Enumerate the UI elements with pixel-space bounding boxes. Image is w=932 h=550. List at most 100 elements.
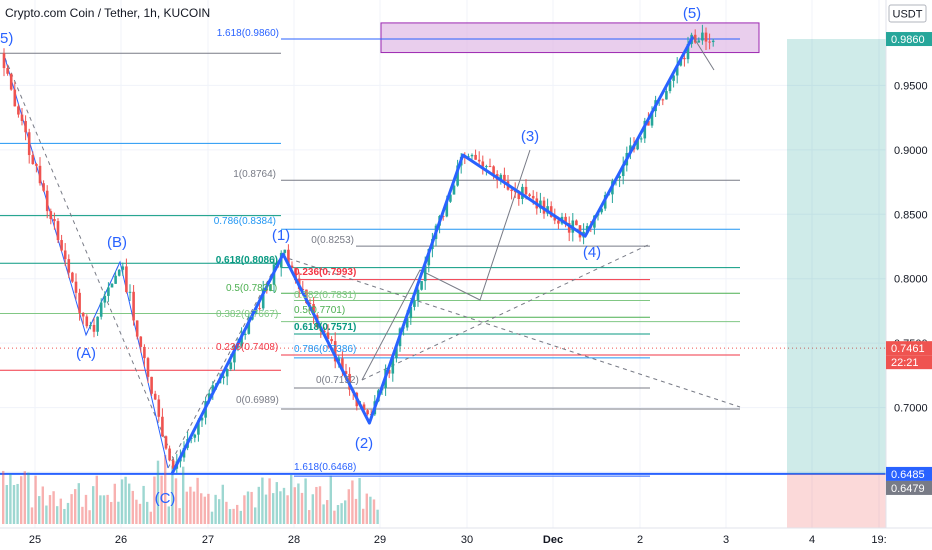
dashed-trend-line[interactable] [4,57,179,471]
currency-badge[interactable] [888,4,927,23]
volume-bar [185,491,188,524]
volume-bar [27,472,30,524]
candle-body [391,358,395,374]
fib-label: 0.382(0.7667) [216,309,278,320]
price-badge-label: 0.6485 [891,469,925,481]
candle-body [704,32,708,42]
fib-label: 0.618(0.8086) [216,255,278,266]
wave-label[interactable]: (C) [155,490,176,507]
wave-label[interactable]: (1) [272,227,290,244]
candle-body [225,369,229,377]
candle-body [290,265,294,268]
price-axis[interactable]: USDT 0.95000.90000.85000.80000.75000.700… [885,0,932,528]
volume-bar [106,494,109,524]
price-badge[interactable] [886,466,932,481]
candle-body [564,216,567,224]
candle-body [686,43,690,60]
volume-bar [16,483,19,524]
candle-body [697,40,701,43]
wave-label[interactable]: (B) [107,234,127,251]
volume-bar [318,486,322,524]
candle-body [92,324,96,332]
candle-body [6,68,9,74]
candle-body [53,219,56,222]
volume-bar [92,486,95,524]
wave-label[interactable]: (5) [683,5,701,22]
candle-body [341,358,344,372]
candle-body [467,156,470,158]
price-tick-label: 0.9500 [894,80,928,92]
price-badge[interactable] [886,341,932,356]
candle-body [701,32,704,41]
price-badge[interactable] [886,480,932,495]
candle-body [553,216,557,221]
channel-line[interactable] [361,149,531,381]
volume-bar [268,478,271,524]
position-profit-zone[interactable] [787,39,886,474]
dashed-trend-line[interactable] [280,255,741,408]
position-loss-zone[interactable] [787,473,886,528]
candle-body [708,41,711,43]
time-axis[interactable]: 25 26 27 28 29 30 Dec 2 3 4 19: [0,527,932,550]
impulse-wave-path[interactable] [170,35,695,476]
candle-body [96,316,99,332]
wave-5-extension[interactable] [692,36,715,71]
volume-bar [34,475,37,524]
volume-bar [52,491,55,524]
candle-body [265,289,269,291]
candle-body [49,211,53,220]
candle-body [549,206,553,217]
volume-bar [344,500,347,524]
candle-body [143,346,146,359]
candle-body [474,154,477,160]
candle-body [78,292,81,313]
volume-bar [81,506,84,524]
volume-bar [329,475,332,524]
horizontal-lines[interactable] [0,52,886,475]
volume-bar [174,478,178,524]
candle-body [481,161,485,167]
candle-body [269,284,272,291]
volume-bar [59,498,62,524]
fib-label: 1.618(0.6468) [294,462,356,473]
volume-bar [236,504,239,524]
candle-body [283,249,287,253]
candle-body [420,281,423,290]
candle-body [114,275,117,284]
time-tick-label: 2 [637,534,643,546]
volume-bar [347,489,350,524]
volume-bar [5,485,8,524]
volume-bar [272,493,275,524]
candle-body [261,289,265,309]
price-badge[interactable] [886,355,932,370]
candle-body [35,164,38,166]
wave-label[interactable]: (3) [521,128,539,145]
candle-body [200,417,204,421]
trend-lines[interactable] [4,57,741,471]
volume-bar [38,496,41,524]
price-badge[interactable] [886,32,932,47]
candle-body [38,165,42,184]
candle-body [711,40,715,43]
elliott-waves[interactable]: 5) (A) (B) (C) (1) (2) (3) (4) (5) [0,5,715,507]
candle-body [323,330,326,333]
candle-body [146,358,150,377]
candle-body [132,291,135,321]
volume-bar [23,471,26,524]
candle-body [60,240,63,251]
dashed-trend-line[interactable] [361,243,651,381]
fib-retracements[interactable] [281,38,740,477]
volume-bar [376,509,379,524]
wave-label[interactable]: (2) [355,435,373,452]
wave-label[interactable]: 5) [0,30,13,47]
candle-body [153,393,157,400]
wave-label[interactable]: (4) [583,244,601,261]
wave-label[interactable]: (A) [76,345,96,362]
candle-body [85,316,89,327]
time-tick-label: 28 [288,534,300,546]
candle-body [161,416,164,437]
position-boxes[interactable] [380,22,886,528]
candle-body [312,304,315,316]
